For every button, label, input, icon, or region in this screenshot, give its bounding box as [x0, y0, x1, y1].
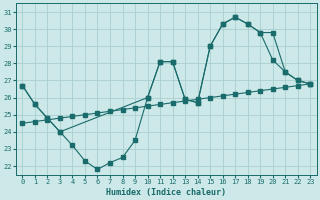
X-axis label: Humidex (Indice chaleur): Humidex (Indice chaleur)	[106, 188, 226, 197]
